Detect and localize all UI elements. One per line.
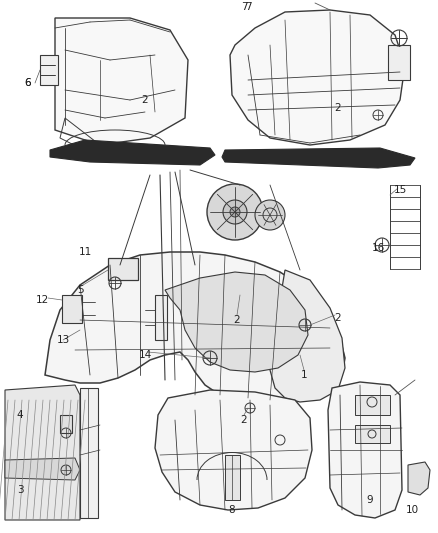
Text: 10: 10 <box>406 505 419 515</box>
Polygon shape <box>230 10 405 145</box>
Text: 4: 4 <box>17 410 23 420</box>
Text: 2: 2 <box>141 95 148 105</box>
Text: 5: 5 <box>78 285 84 295</box>
Polygon shape <box>155 390 312 510</box>
Text: 9: 9 <box>367 495 373 505</box>
Circle shape <box>255 200 285 230</box>
Text: 11: 11 <box>78 247 92 257</box>
Bar <box>80 388 98 518</box>
Text: 15: 15 <box>393 185 406 195</box>
Text: 2: 2 <box>335 313 341 323</box>
Polygon shape <box>45 252 345 402</box>
Text: 7: 7 <box>241 2 247 12</box>
Bar <box>62 295 82 323</box>
Polygon shape <box>5 385 80 520</box>
Text: 8: 8 <box>229 505 235 515</box>
Bar <box>225 455 240 500</box>
Bar <box>108 258 138 280</box>
Polygon shape <box>270 270 345 402</box>
Circle shape <box>223 200 247 224</box>
Text: 2: 2 <box>241 415 247 425</box>
Polygon shape <box>50 140 215 165</box>
Circle shape <box>207 184 263 240</box>
Text: 16: 16 <box>371 243 385 253</box>
Polygon shape <box>55 18 188 145</box>
Text: 12: 12 <box>35 295 49 305</box>
Bar <box>155 295 167 340</box>
Text: 7: 7 <box>245 2 251 12</box>
Text: 6: 6 <box>25 78 31 88</box>
Bar <box>355 395 390 415</box>
Bar <box>60 415 72 433</box>
Polygon shape <box>165 272 308 372</box>
Text: 3: 3 <box>17 485 23 495</box>
Polygon shape <box>5 458 80 480</box>
Circle shape <box>230 207 240 217</box>
Bar <box>388 45 410 80</box>
Text: 6: 6 <box>25 78 31 88</box>
Text: 14: 14 <box>138 350 152 360</box>
Bar <box>40 55 58 85</box>
Text: 2: 2 <box>335 103 341 113</box>
Text: 1: 1 <box>301 370 307 380</box>
Polygon shape <box>408 462 430 495</box>
Text: 13: 13 <box>57 335 70 345</box>
Polygon shape <box>222 148 415 168</box>
Polygon shape <box>328 382 402 518</box>
Text: 2: 2 <box>234 315 240 325</box>
Bar <box>355 425 390 443</box>
